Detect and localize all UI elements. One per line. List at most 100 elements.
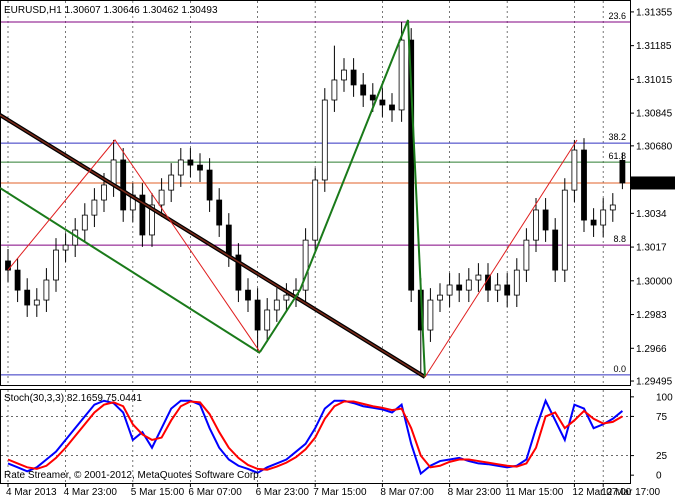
candle-body <box>465 279 472 291</box>
y-tick-label: 1.29495 <box>636 377 673 388</box>
candle-body <box>187 159 194 166</box>
x-tick-label: 8 Mar 23:00 <box>448 487 502 498</box>
bid-label: 1.30493 <box>636 178 673 189</box>
candle-body <box>619 159 626 184</box>
candle-body <box>158 189 165 206</box>
copyright: Rate Streamer, © 2001-2012, MetaQuotes S… <box>4 470 262 481</box>
candle-body <box>494 284 501 291</box>
candle-body <box>427 299 434 331</box>
last-close: 1.30493 <box>181 5 218 16</box>
candle-body <box>177 159 184 176</box>
trend-line <box>0 114 426 378</box>
last-low: 1.30462 <box>142 5 179 16</box>
candle-body <box>5 260 11 271</box>
stoch-title: Stoch(30,3,3) 82.1659 75.0441 <box>4 393 142 404</box>
candle-body <box>331 79 338 101</box>
candle-body <box>245 289 251 301</box>
x-tick-label: 8 Mar 07:00 <box>380 487 434 498</box>
candle-body <box>139 194 146 236</box>
candle-body <box>14 269 21 291</box>
candle-body <box>513 269 520 296</box>
candle-body <box>398 39 405 111</box>
candle-body <box>456 284 463 291</box>
fib-label: 61.8 <box>608 151 626 161</box>
candle-body <box>475 274 482 281</box>
last-open: 1.30607 <box>65 5 102 16</box>
candle-body <box>552 229 559 271</box>
bid-box <box>631 176 675 190</box>
candle-body <box>561 189 568 271</box>
candle-body <box>81 214 88 231</box>
main-layer: 4 Mar 2013 4 Mar 23:00 5 Mar 15:00 6 Mar 07… <box>1 1 675 498</box>
x-tick-label: 7 Mar 15:00 <box>313 487 367 498</box>
candle-body <box>609 204 616 211</box>
header: EURUSD,H1 1.30607 1.30646 1.30462 1.3049… <box>4 5 218 16</box>
y-tick-label: 75 <box>656 412 668 423</box>
x-tick-label: 11 Mar 15:00 <box>505 487 564 498</box>
candle-body <box>504 284 511 296</box>
zigzag <box>424 139 578 378</box>
stoch-line <box>7 400 623 471</box>
candle-body <box>581 149 587 221</box>
candle-body <box>446 284 453 296</box>
candle-body <box>264 309 271 331</box>
candle-body <box>523 239 530 271</box>
candle-body <box>379 99 386 106</box>
candle-body <box>33 299 40 306</box>
candle-body <box>302 239 309 291</box>
zigzag <box>7 139 261 353</box>
trend-lines <box>0 19 578 379</box>
candle-body <box>168 174 175 191</box>
y-tick-label: 1.2983 <box>636 310 667 321</box>
last-high: 1.30646 <box>104 5 141 16</box>
candle-body <box>542 209 549 231</box>
candle-body <box>216 199 223 226</box>
y-tick-label: 1.3017 <box>636 243 667 254</box>
candle-body <box>360 84 367 96</box>
y-tick-label: 1.31185 <box>636 41 672 52</box>
candle-body <box>312 179 319 241</box>
y-tick-label: 1.3034 <box>636 209 667 220</box>
x-tick-label: 12 Mar 07:00 <box>572 487 631 498</box>
y-tick-label: 0 <box>656 471 662 482</box>
candle-body <box>53 249 59 281</box>
candle-body <box>120 159 127 211</box>
y-tick-label: 1.2966 <box>636 344 667 355</box>
candle-body <box>273 299 280 311</box>
candle-body <box>235 254 242 291</box>
fib-label: 8.8 <box>613 234 626 244</box>
candle-body <box>62 244 69 251</box>
candle-body <box>206 169 213 201</box>
candle-body <box>600 209 607 226</box>
y-tick-label: 1.30680 <box>636 141 673 152</box>
fib-label: 23.6 <box>608 11 626 21</box>
candle-body <box>590 219 597 226</box>
main-panel <box>0 0 631 386</box>
y-tick-label: 1.31355 <box>636 7 673 18</box>
candle-body <box>283 294 290 301</box>
candle-body <box>43 279 50 301</box>
candle-body <box>101 184 107 201</box>
candle-body <box>110 159 117 186</box>
x-tick-label: 4 Mar 23:00 <box>64 487 118 498</box>
candle-body <box>341 69 347 81</box>
y-tick-label: 1.30845 <box>636 109 673 120</box>
channel-line <box>0 187 261 354</box>
candle-body <box>485 274 491 291</box>
candle-body <box>389 104 395 111</box>
y-tick-label: 1.30000 <box>636 276 673 287</box>
candle-body <box>149 204 155 236</box>
fib-label: 38.2 <box>608 132 626 142</box>
x-tick-label: 5 Mar 15:00 <box>131 487 185 498</box>
zigzag <box>259 19 426 378</box>
candle-body <box>571 149 578 191</box>
candle-body <box>350 69 357 86</box>
x-tick-label: 6 Mar 07:00 <box>188 487 242 498</box>
y-tick-label: 100 <box>656 392 673 403</box>
candle-body <box>408 39 415 291</box>
candle-body <box>24 289 31 306</box>
candle-body <box>91 199 98 216</box>
